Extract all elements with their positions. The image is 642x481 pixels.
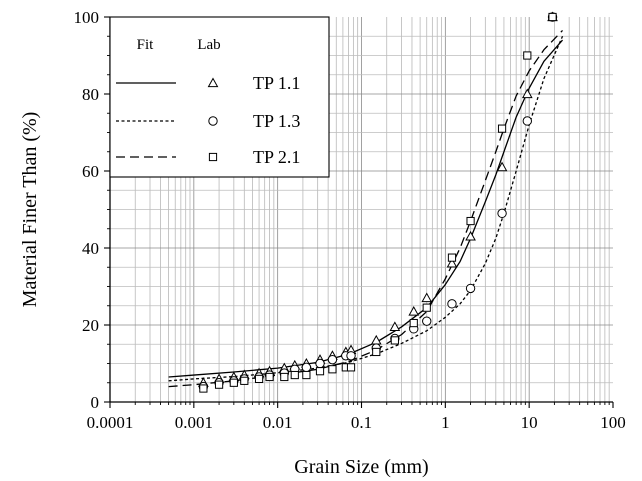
x-tick-label: 10 xyxy=(521,413,538,432)
fit-curves xyxy=(168,30,564,388)
data-point xyxy=(229,378,238,387)
data-point xyxy=(328,365,337,374)
data-point xyxy=(465,230,476,241)
data-point xyxy=(214,380,224,389)
data-point xyxy=(447,299,457,309)
data-point xyxy=(265,372,274,382)
x-tick-label: 0.0001 xyxy=(87,413,134,432)
data-point xyxy=(408,305,420,316)
data-point xyxy=(523,51,532,60)
data-point xyxy=(409,318,418,328)
y-ticks: 0 20 40 60 80 100 xyxy=(74,8,110,412)
data-point xyxy=(301,362,312,373)
lab-points xyxy=(198,11,558,393)
legend-label-series-3: TP 2.1 xyxy=(253,147,300,167)
data-point xyxy=(421,292,433,303)
data-point xyxy=(346,363,356,372)
lab-points-series-3 xyxy=(199,12,557,393)
x-tick-label: 0.01 xyxy=(263,413,293,432)
data-point xyxy=(390,336,399,345)
data-point xyxy=(327,354,338,365)
y-tick-label: 0 xyxy=(91,393,100,412)
data-point xyxy=(497,208,507,219)
data-point xyxy=(254,374,264,383)
data-point xyxy=(548,12,557,22)
x-tick-label: 100 xyxy=(600,413,626,432)
legend: Fit Lab TP 1.1 TP 1.3 TP 2.1 xyxy=(109,16,330,178)
y-axis-label: Material Finer Than (%) xyxy=(19,112,41,308)
x-tick-label: 0.1 xyxy=(351,413,372,432)
data-point xyxy=(315,367,325,376)
fit-curve-series-1 xyxy=(168,39,564,378)
data-point xyxy=(522,116,532,126)
data-point xyxy=(280,372,289,382)
axes: 0.0001 0.001 0.01 0.1 1 10 100 0 20 40 60 80 100 xyxy=(74,8,626,432)
x-axis-label: Grain Size (mm) xyxy=(294,456,428,478)
x-tick-label: 1 xyxy=(441,413,450,432)
fit-curve-series-3 xyxy=(168,30,563,388)
data-point xyxy=(521,88,533,99)
data-point xyxy=(497,124,507,133)
y-tick-label: 100 xyxy=(74,8,100,27)
data-point xyxy=(346,351,356,361)
data-point xyxy=(465,283,476,294)
legend-marker-series-1 xyxy=(207,77,219,88)
legend-header-fit: Fit xyxy=(137,37,155,53)
legend-label-series-2: TP 1.3 xyxy=(253,111,300,131)
data-point xyxy=(240,376,249,385)
data-point xyxy=(466,216,475,226)
data-point xyxy=(372,347,381,357)
legend-marker-series-3 xyxy=(208,152,218,162)
x-tick-label: 0.001 xyxy=(175,413,213,432)
legend-marker-series-2 xyxy=(208,116,218,126)
data-point xyxy=(302,370,311,380)
data-point xyxy=(315,358,325,369)
data-point xyxy=(447,253,457,262)
fit-curve-series-2 xyxy=(168,35,564,382)
x-ticks: 0.0001 0.001 0.01 0.1 1 10 100 xyxy=(87,402,626,432)
y-tick-label: 40 xyxy=(82,239,99,258)
legend-label-series-1: TP 1.1 xyxy=(253,73,300,93)
data-point xyxy=(199,384,208,393)
legend-box xyxy=(109,16,330,178)
data-point xyxy=(496,161,508,172)
legend-header-lab: Lab xyxy=(197,37,220,53)
data-point xyxy=(422,316,432,326)
data-point xyxy=(422,303,431,312)
data-point xyxy=(389,321,401,332)
data-point xyxy=(290,370,299,380)
y-tick-label: 20 xyxy=(82,316,99,335)
data-point xyxy=(446,257,458,268)
y-tick-label: 80 xyxy=(82,85,99,104)
y-tick-label: 60 xyxy=(82,162,99,181)
